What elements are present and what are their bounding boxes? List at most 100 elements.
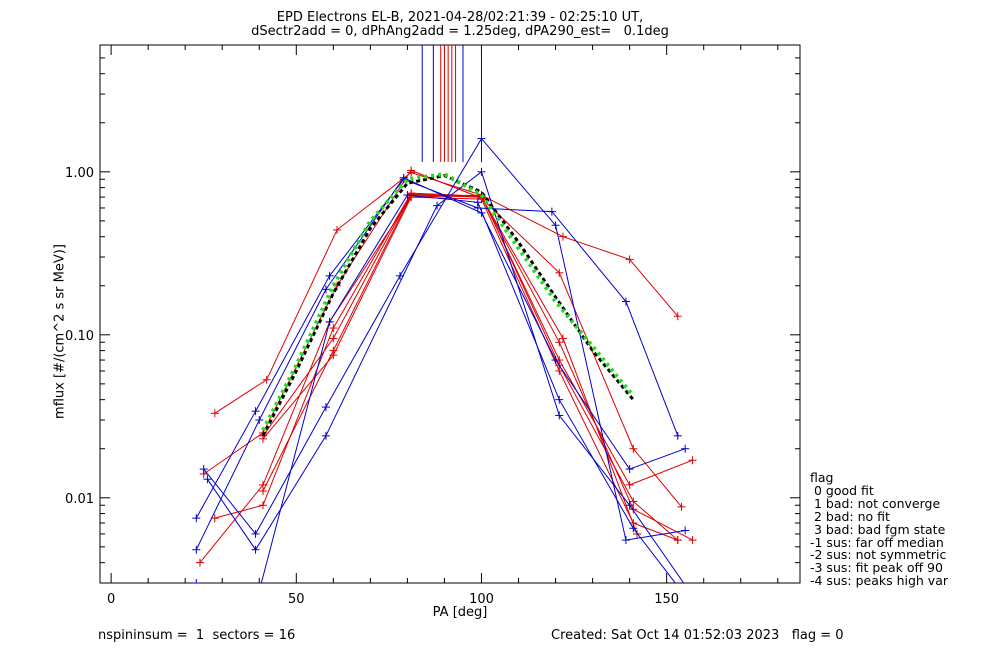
data-point-11 [192, 579, 201, 583]
data-point-11 [629, 524, 638, 533]
legend-item: -3 sus: fit peak off 90 [810, 560, 943, 576]
data-point-0 [673, 312, 682, 321]
legend-item: -4 sus: peaks high var [810, 573, 949, 589]
y-tick-label: 1.00 [65, 166, 94, 181]
data-point-4 [688, 536, 697, 545]
x-axis-label: PA [deg] [432, 605, 488, 620]
legend-item: 2 bad: no fit [810, 508, 890, 524]
data-point-6 [329, 334, 338, 343]
data-point-6 [407, 190, 416, 199]
series-line-8 [195, 177, 686, 550]
data-point-3 [258, 501, 267, 510]
series-layer [192, 134, 697, 623]
data-point-5 [673, 536, 682, 545]
data-point-4 [629, 505, 638, 514]
data-point-8 [551, 356, 560, 365]
y-axis-label: mflux [#/(cm^2 s sr MeV)] [52, 244, 68, 419]
series-line-10 [206, 170, 685, 583]
series-line-0 [214, 171, 679, 414]
data-point-8 [255, 416, 264, 425]
data-point-9 [199, 465, 208, 474]
fit-layer [261, 172, 635, 437]
data-point-10 [625, 501, 634, 510]
legend-item: 0 good fit [810, 482, 874, 498]
chart-title-line2: dSectr2add = 0, dPhAng2add = 1.25deg, dP… [251, 24, 669, 39]
data-point-4 [258, 487, 267, 496]
series-line-3 [214, 192, 693, 519]
x-tick-label: 50 [288, 592, 305, 607]
vline-layer [421, 45, 482, 162]
footer-left: nspininsum = 1 sectors = 16 [98, 628, 296, 643]
data-point-8 [399, 173, 408, 182]
series-line-4 [262, 194, 693, 541]
data-point-0 [625, 255, 634, 264]
data-point-8 [625, 465, 634, 474]
legend-title: flag [810, 470, 834, 485]
chart-title-line1: EPD Electrons EL-B, 2021-04-28/02:21:39 … [276, 10, 644, 25]
fit-curve-black [261, 174, 635, 437]
plot-frame [99, 44, 801, 584]
data-point-10 [251, 545, 260, 554]
series-line-1 [203, 169, 682, 508]
data-point-8 [192, 545, 201, 554]
plot-axes: 0 50 100 150 0.01 0.10 1.00 [65, 44, 801, 607]
y-tick-label: 0.01 [65, 492, 94, 507]
data-point-7 [325, 271, 334, 280]
data-point-10 [689, 592, 697, 600]
data-point-1 [629, 444, 638, 453]
data-point-7 [251, 407, 260, 416]
data-point-0 [558, 232, 567, 241]
data-point-0 [210, 409, 219, 418]
data-point-9 [251, 529, 260, 538]
data-point-4 [555, 338, 564, 347]
data-point-9 [551, 221, 560, 230]
data-point-9 [681, 526, 690, 535]
footer-right: Created: Sat Oct 14 01:52:03 2023 flag =… [551, 628, 844, 643]
data-point-10 [203, 475, 212, 484]
data-point-3 [688, 456, 697, 465]
legend-item: -1 sus: far off median [810, 534, 944, 550]
data-point-7 [673, 431, 682, 440]
data-point-6 [558, 334, 567, 343]
legend-item: -2 sus: not symmetric [810, 547, 947, 563]
series-line-9 [203, 137, 686, 541]
legend-item: 3 bad: bad fgm state [810, 521, 946, 537]
series-line-5 [262, 196, 678, 541]
data-point-10 [477, 167, 486, 176]
fit-curve-green [261, 172, 635, 432]
data-point-11 [681, 592, 689, 600]
data-point-11 [473, 198, 482, 207]
flag-legend: flag 0 good fit 1 bad: not converge 2 ba… [810, 470, 949, 589]
data-point-10 [433, 201, 442, 210]
data-point-9 [321, 403, 330, 412]
data-point-7 [547, 207, 556, 216]
data-point-10 [321, 431, 330, 440]
data-point-3 [329, 324, 338, 333]
data-point-0 [333, 225, 342, 234]
data-point-1 [407, 166, 416, 175]
data-point-5 [329, 351, 338, 360]
data-point-0 [262, 375, 271, 384]
data-point-8 [681, 444, 690, 453]
data-point-3 [625, 480, 634, 489]
series-line-2 [199, 194, 679, 563]
data-point-2 [196, 558, 204, 567]
y-tick-label: 0.10 [65, 329, 94, 344]
data-point-7 [192, 514, 201, 523]
data-point-1 [677, 502, 686, 511]
data-point-1 [555, 268, 564, 277]
data-point-10 [555, 411, 564, 420]
data-point-5 [555, 366, 564, 375]
x-tick-label: 150 [654, 592, 679, 607]
x-tick-label: 100 [469, 592, 494, 607]
data-point-11 [403, 191, 412, 200]
series-line-11 [196, 194, 676, 583]
data-point-8 [321, 285, 330, 294]
data-point-7 [621, 297, 630, 306]
data-point-11 [555, 395, 564, 404]
x-tick-label: 0 [107, 592, 115, 607]
data-point-2 [629, 497, 638, 506]
series-line-7 [195, 178, 679, 519]
data-point-11 [248, 615, 256, 623]
